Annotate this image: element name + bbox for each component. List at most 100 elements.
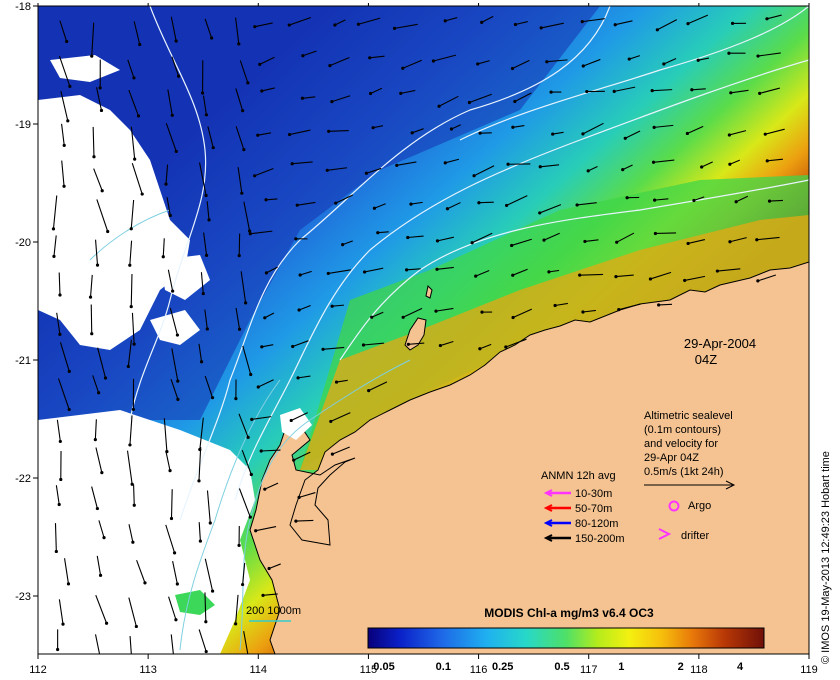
longitude-axis: 112 113 114 115 116 117 118 119	[29, 3, 818, 676]
velocity-arrow-head-icon	[470, 241, 474, 245]
velocity-arrow-head-icon	[131, 540, 135, 544]
velocity-arrow	[615, 20, 633, 26]
velocity-arrow-head-icon	[617, 308, 621, 312]
velocity-arrow-head-icon	[58, 332, 62, 336]
velocity-arrow-head-icon	[258, 62, 262, 66]
velocity-arrow	[243, 631, 249, 654]
velocity-arrow-head-icon	[204, 620, 208, 624]
velocity-arrow	[629, 55, 641, 60]
velocity-arrow	[240, 271, 247, 303]
velocity-arrow-head-icon	[755, 238, 759, 242]
velocity-arrow	[512, 268, 528, 276]
velocity-arrow	[53, 235, 57, 257]
australian-mainland	[249, 261, 809, 654]
velocity-arrow	[479, 343, 492, 350]
velocity-arrow	[759, 87, 780, 94]
velocity-arrow-head-icon	[686, 241, 690, 246]
velocity-arrow	[126, 450, 133, 485]
velocity-arrow-head-icon	[169, 516, 174, 521]
velocity-arrow	[293, 451, 311, 461]
anmn-legend-arrowhead-icon	[543, 489, 553, 497]
velocity-arrow-head-icon	[168, 213, 172, 218]
velocity-arrow-head-icon	[330, 100, 334, 104]
velocity-arrow	[297, 375, 311, 379]
velocity-arrow	[655, 232, 677, 235]
velocity-arrow-head-icon	[653, 198, 657, 202]
velocity-arrow-head-icon	[767, 199, 772, 203]
velocity-arrow	[654, 124, 674, 128]
velocity-arrow-head-icon	[264, 271, 269, 275]
velocity-arrow-head-icon	[198, 539, 202, 543]
velocity-arrow-head-icon	[95, 263, 100, 267]
velocity-arrow	[584, 239, 599, 242]
velocity-arrow-head-icon	[627, 57, 631, 61]
velocity-arrow	[302, 96, 316, 99]
velocity-arrow-head-icon	[241, 109, 245, 113]
velocity-arrow	[129, 636, 132, 654]
velocity-arrow	[328, 269, 351, 274]
velocity-arrow	[663, 58, 677, 65]
velocity-arrow	[445, 17, 458, 22]
velocity-arrow	[297, 201, 316, 206]
velocity-arrow-head-icon	[102, 536, 106, 540]
velocity-arrow-head-icon	[443, 19, 447, 23]
velocity-arrow	[369, 55, 385, 59]
velocity-arrow	[131, 163, 143, 195]
velocity-arrow	[131, 312, 135, 345]
y-tick-label: -19	[15, 119, 31, 131]
y-tick-label: -18	[15, 1, 31, 13]
colorbar-tick-label: 0.5	[554, 661, 569, 673]
velocity-arrow	[691, 88, 706, 91]
velocity-arrow	[473, 165, 495, 177]
velocity-arrow	[290, 412, 308, 421]
velocity-arrow	[693, 196, 705, 201]
velocity-arrow-head-icon	[333, 23, 337, 27]
velocity-arrow-head-icon	[101, 665, 104, 668]
velocity-arrow-head-icon	[410, 131, 414, 135]
velocity-arrow-head-icon	[131, 407, 135, 412]
velocity-arrow-head-icon	[207, 218, 211, 222]
velocity-arrow	[165, 123, 177, 152]
velocity-arrow-head-icon	[625, 196, 629, 200]
velocity-arrow	[512, 59, 530, 70]
velocity-arrow-head-icon	[538, 165, 542, 169]
velocity-arrow-head-icon	[409, 202, 413, 206]
velocity-arrow-head-icon	[474, 274, 478, 278]
anmn-legend-label: 150-200m	[575, 533, 625, 545]
velocity-arrow	[394, 23, 418, 29]
colorbar-title: MODIS Chl-a mg/m3 v6.4 OC3	[484, 606, 654, 620]
velocity-arrow-head-icon	[256, 385, 260, 389]
drifter-label: drifter	[681, 530, 709, 542]
anmn-legend-label: 50-70m	[575, 503, 612, 515]
velocity-arrow	[133, 21, 141, 45]
velocity-arrow	[241, 450, 252, 475]
velocity-arrow	[765, 128, 785, 135]
velocity-arrow	[96, 199, 109, 232]
velocity-arrow-head-icon	[504, 203, 509, 208]
velocity-arrow	[548, 269, 560, 273]
velocity-arrow	[198, 447, 202, 481]
velocity-arrow	[408, 342, 425, 345]
velocity-arrow	[268, 563, 281, 570]
velocity-arrow-head-icon	[249, 372, 253, 377]
velocity-arrow-head-icon	[431, 59, 436, 63]
velocity-arrow-head-icon	[581, 132, 585, 136]
velocity-arrow	[96, 87, 103, 111]
sealevel-contours	[129, 6, 809, 521]
velocity-arrow-head-icon	[208, 521, 212, 525]
velocity-arrow	[243, 201, 251, 232]
velocity-arrow-head-icon	[248, 515, 252, 519]
velocity-arrow	[436, 266, 454, 270]
velocity-arrow-head-icon	[728, 240, 732, 244]
velocity-arrow	[299, 270, 312, 276]
velocity-arrow	[98, 520, 105, 538]
velocity-arrow	[615, 274, 634, 278]
velocity-arrow	[136, 559, 146, 584]
velocity-arrow-head-icon	[330, 452, 335, 456]
velocity-arrow-head-icon	[237, 327, 242, 331]
velocity-arrow-head-icon	[549, 90, 553, 94]
velocity-arrow-head-icon	[756, 54, 760, 58]
velocity-arrow	[242, 345, 252, 375]
velocity-arrow	[330, 412, 351, 422]
